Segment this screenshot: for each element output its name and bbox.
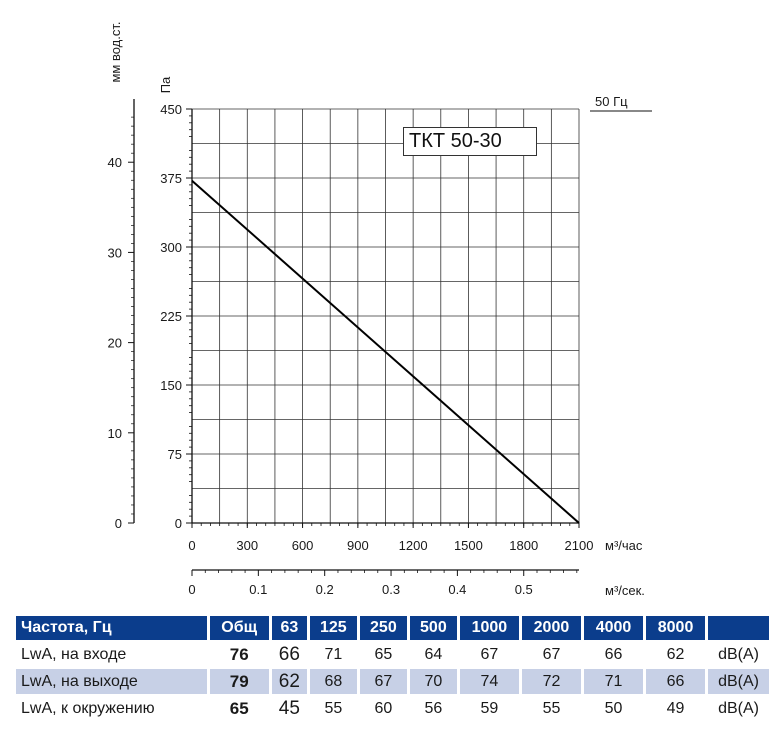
y-tick-label: 375 (160, 171, 182, 186)
unit-cell: dB(A) (708, 669, 769, 694)
band-value: 62 (271, 669, 307, 694)
header-frequency-label: Частота, Гц (16, 616, 207, 640)
header-cell: 250 (359, 616, 407, 640)
y-tick-label: 75 (168, 447, 182, 462)
y-tick-label: 450 (160, 102, 182, 117)
table-row: LwA, на входе 76 66 71 65 64 67 67 66 62 dB(A) (16, 642, 769, 667)
band-value: 66 (646, 669, 706, 694)
chart-series (191, 180, 580, 524)
row-total: 79 (209, 669, 269, 694)
performance-curve (191, 180, 580, 524)
band-value: 55 (324, 699, 343, 717)
unit-cell: dB(A) (718, 699, 759, 717)
row-label: LwA, к окружению (21, 699, 155, 717)
secondary-x-tick-label: 0.2 (316, 582, 334, 597)
band-value: 55 (542, 699, 561, 717)
table-row: LwA, к окружению 65 45 55 60 56 59 55 50 49 dB(A) (16, 696, 769, 721)
band-value: 59 (480, 699, 499, 717)
x-tick-label: 1200 (399, 538, 428, 553)
band-value: 71 (583, 669, 644, 694)
secondary-y-tick-label: 30 (108, 245, 122, 260)
x-tick-label: 1500 (454, 538, 483, 553)
table-row: LwA, на выходе 79 62 68 67 70 74 72 71 66 dB(A) (16, 669, 769, 694)
band-value: 67 (542, 645, 561, 663)
secondary-x-tick-label: 0.5 (515, 582, 533, 597)
y-tick-label: 225 (160, 309, 182, 324)
secondary-y-tick-label: 20 (108, 336, 122, 351)
x-tick-label: 300 (236, 538, 258, 553)
y-tick-label: 300 (160, 240, 182, 255)
chart-axes (133, 99, 579, 571)
row-label: LwA, на входе (21, 645, 127, 663)
band-value: 72 (521, 669, 581, 694)
x-tick-label: 600 (292, 538, 314, 553)
row-label: LwA, на выходе (16, 669, 207, 694)
header-cell: 1000 (459, 616, 519, 640)
x-axis-label: м³/час (605, 538, 643, 553)
model-label: ТКТ 50-30 (403, 127, 537, 156)
secondary-x-tick-label: 0 (188, 582, 195, 597)
frequency-label: 50 Гц (595, 94, 628, 109)
secondary-x-tick-label: 0.1 (249, 582, 267, 597)
secondary-x-axis-label: м³/сек. (605, 583, 645, 598)
chart-grid (192, 108, 580, 523)
band-value: 74 (459, 669, 519, 694)
band-value: 64 (424, 645, 443, 663)
x-tick-label: 900 (347, 538, 369, 553)
header-cell: 2000 (521, 616, 581, 640)
header-cell (708, 616, 769, 640)
band-value: 66 (278, 643, 300, 665)
band-value: 65 (374, 645, 393, 663)
band-value: 71 (324, 645, 343, 663)
band-value: 45 (278, 697, 300, 719)
x-tick-label: 2100 (565, 538, 594, 553)
band-value: 67 (359, 669, 407, 694)
band-value: 56 (424, 699, 443, 717)
header-cell: 500 (409, 616, 457, 640)
header-cell: 63 (271, 616, 307, 640)
row-total: 65 (229, 698, 249, 718)
secondary-y-axis-label: мм вод.ст. (108, 21, 123, 82)
x-tick-label: 0 (188, 538, 195, 553)
band-value: 50 (604, 699, 623, 717)
header-cell: 8000 (646, 616, 706, 640)
secondary-y-tick-label: 40 (108, 155, 122, 170)
band-value: 66 (604, 645, 623, 663)
secondary-x-tick-label: 0.4 (448, 582, 466, 597)
x-tick-label: 1800 (509, 538, 538, 553)
y-tick-label: 150 (160, 378, 182, 393)
secondary-y-tick-label: 0 (115, 516, 122, 531)
header-cell: Общ (209, 616, 269, 640)
sound-power-table: Частота, Гц Общ 63 125 250 500 1000 2000 4000 800… (13, 614, 772, 723)
table-header-row: Частота, Гц Общ 63 125 250 500 1000 2000 4000 800… (16, 616, 769, 640)
header-cell: 125 (309, 616, 357, 640)
y-tick-label: 0 (175, 516, 182, 531)
row-total: 76 (229, 644, 249, 664)
band-value: 49 (666, 699, 685, 717)
secondary-x-tick-label: 0.3 (382, 582, 400, 597)
header-cell: 4000 (583, 616, 644, 640)
y-axis-label: Па (158, 76, 173, 93)
secondary-y-tick-label: 10 (108, 426, 122, 441)
band-value: 67 (480, 645, 499, 663)
band-value: 70 (409, 669, 457, 694)
band-value: 68 (309, 669, 357, 694)
band-value: 60 (374, 699, 393, 717)
band-value: 62 (666, 645, 685, 663)
unit-cell: dB(A) (718, 645, 759, 663)
